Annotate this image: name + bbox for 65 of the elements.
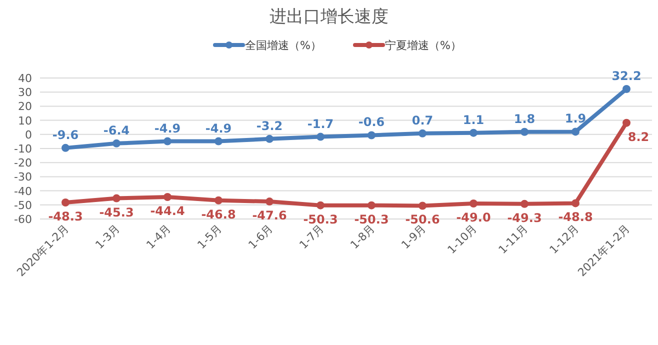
data-label: 8.2 <box>628 130 650 144</box>
data-label: -9.6 <box>52 128 79 142</box>
point <box>112 194 120 202</box>
point <box>470 128 478 137</box>
data-label: -49.3 <box>507 210 542 225</box>
data-label: -4.9 <box>205 121 232 136</box>
data-label: 32.2 <box>612 69 642 83</box>
point <box>214 196 222 204</box>
data-label: -49.0 <box>456 210 491 224</box>
data-label: -47.6 <box>252 208 287 223</box>
point <box>112 139 120 148</box>
y-tick-label: 10 <box>18 114 32 128</box>
point <box>520 200 528 208</box>
y-tick-label: -50 <box>14 198 32 212</box>
data-label: 1.8 <box>514 112 536 126</box>
point <box>622 85 630 93</box>
legend-label: 宁夏增速（%） <box>385 39 462 52</box>
y-tick-label: 30 <box>18 86 32 100</box>
point <box>418 202 426 210</box>
point <box>368 131 376 140</box>
data-label: 1.1 <box>462 112 484 127</box>
y-tick-label: 0 <box>25 128 32 142</box>
data-label: -48.8 <box>558 210 593 224</box>
data-label: -0.6 <box>358 115 385 130</box>
point <box>418 129 426 138</box>
y-tick-label: -20 <box>14 156 32 170</box>
point <box>266 198 274 206</box>
point <box>214 137 222 146</box>
point <box>470 199 478 208</box>
point <box>62 198 70 207</box>
data-label: 1.9 <box>564 112 586 126</box>
y-tick-label: -30 <box>14 170 32 184</box>
point <box>368 201 376 210</box>
data-label: -3.2 <box>256 118 283 133</box>
data-label: -50.3 <box>354 212 389 226</box>
y-tick-label: -40 <box>14 184 32 198</box>
y-tick-label: -60 <box>14 213 32 226</box>
x-tick-label: 1-5月 <box>194 222 225 252</box>
point <box>520 128 528 136</box>
data-label: -6.4 <box>103 123 130 138</box>
data-label: -4.9 <box>154 121 181 136</box>
point <box>266 134 274 143</box>
point <box>164 137 172 146</box>
x-tick-label: 1-3月 <box>92 222 123 252</box>
y-tick-label: 40 <box>18 72 32 85</box>
data-label: 0.7 <box>412 113 434 128</box>
point <box>164 193 172 202</box>
chart-title: 进出口增长速度 <box>270 7 388 27</box>
data-label: -48.3 <box>48 210 83 224</box>
point <box>572 128 580 136</box>
legend-label: 全国增速（%） <box>245 39 322 52</box>
point <box>316 132 324 141</box>
y-tick-label: -10 <box>14 142 32 156</box>
point <box>62 144 70 152</box>
x-tick-label: 1-4月 <box>144 222 174 252</box>
data-label: -46.8 <box>201 207 236 222</box>
data-label: -50.3 <box>303 212 338 226</box>
point <box>622 118 630 127</box>
point <box>572 199 580 208</box>
data-label: -44.4 <box>150 204 185 218</box>
y-tick-label: 20 <box>18 100 32 114</box>
data-label: -1.7 <box>307 116 334 131</box>
x-tick-label: 1-6月 <box>246 222 276 252</box>
data-label: -45.3 <box>99 205 134 220</box>
point <box>316 201 324 210</box>
